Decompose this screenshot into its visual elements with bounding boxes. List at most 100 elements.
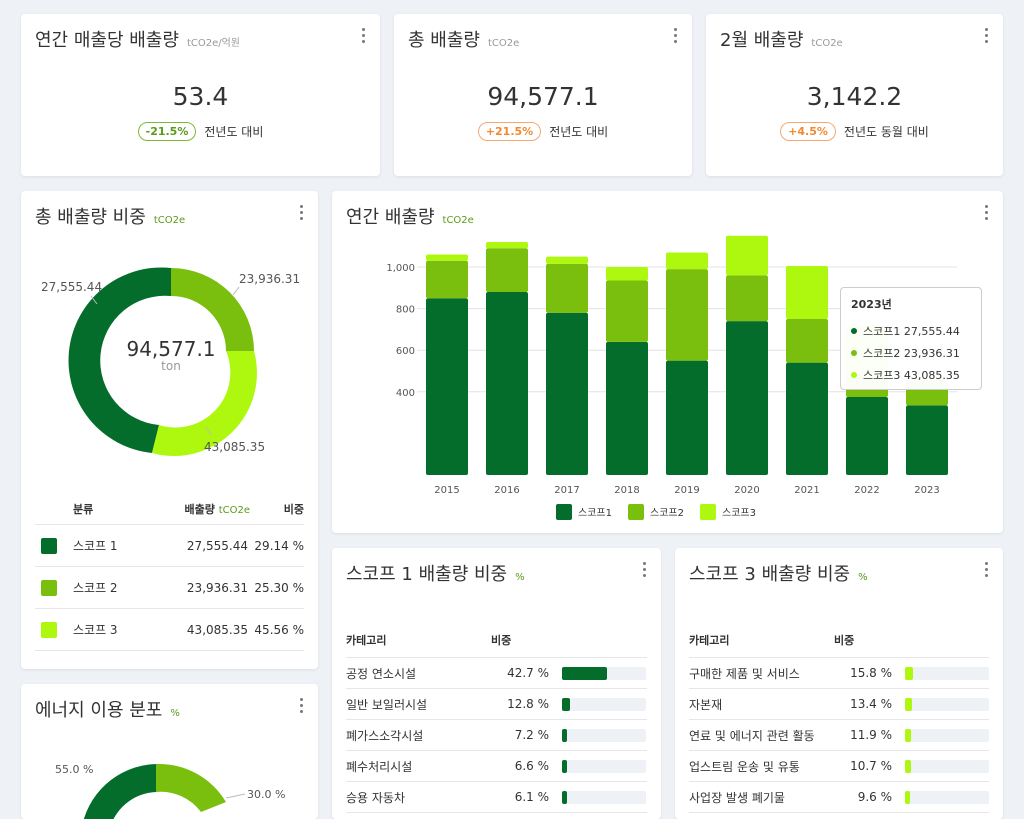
card-title: 스코프 3 배출량 비중 %	[689, 560, 868, 586]
share-bar-track	[905, 728, 989, 742]
row-category: 업스트림 운송 및 유통	[689, 759, 800, 774]
row-share: 10.7 %	[850, 759, 892, 773]
bar-2020-scope3[interactable]	[726, 235, 768, 276]
tooltip-title: 2023년	[851, 298, 892, 311]
share-bar-fill	[562, 666, 607, 680]
donut-center-value: 94,577.1	[126, 337, 215, 361]
more-options-icon[interactable]	[668, 26, 682, 44]
bar-2022-scope1[interactable]	[846, 397, 888, 475]
more-options-icon[interactable]	[637, 560, 651, 578]
bar-2018-scope2[interactable]	[606, 280, 648, 342]
more-options-icon[interactable]	[979, 203, 993, 221]
x-tick-label: 2022	[854, 485, 879, 496]
bar-2021-scope3[interactable]	[786, 265, 828, 319]
table-row: 폐가스소각시설 7.2 %	[346, 720, 647, 751]
header-share: 비중	[283, 502, 304, 516]
row-share: 29.14 %	[254, 538, 304, 553]
bar-2020-scope1[interactable]	[726, 321, 768, 475]
table-header: 카테고리 비중	[689, 623, 989, 658]
row-category: 승용 자동차	[346, 790, 406, 805]
bar-2018-scope1[interactable]	[606, 341, 648, 475]
row-value: 23,936.31	[186, 580, 248, 595]
row-value: 43,085.35	[186, 622, 248, 637]
x-tick-label: 2020	[734, 485, 759, 496]
share-bar-track	[905, 666, 989, 680]
table-row: 폐수처리시설 6.6 %	[346, 751, 647, 782]
donut-slice-scope1[interactable]	[68, 267, 171, 453]
bar-2021-scope2[interactable]	[786, 319, 828, 363]
annual-unit: tCO2e	[442, 215, 474, 226]
bar-2017-scope2[interactable]	[546, 263, 588, 313]
table-row: 일반 보일러시설 12.8 %	[346, 689, 647, 720]
more-options-icon[interactable]	[979, 560, 993, 578]
header-category: 카테고리	[346, 634, 387, 647]
bar-2016-scope1[interactable]	[486, 291, 528, 475]
bar-2021-scope1[interactable]	[786, 362, 828, 475]
x-tick-label: 2015	[434, 485, 459, 496]
share-bar-fill	[562, 728, 568, 742]
table-row: 구매한 제품 및 서비스 15.8 %	[689, 658, 989, 689]
bar-2019-scope1[interactable]	[666, 360, 708, 475]
bar-2016-scope3[interactable]	[486, 242, 528, 249]
share-table: 분류 배출량 tCO2e 비중 스코프 1 27,555.44 29.14 % …	[35, 493, 304, 651]
bar-2020-scope2[interactable]	[726, 275, 768, 322]
swatch-scope1	[41, 537, 57, 554]
row-name: 스코프 3	[73, 623, 118, 637]
donut-label-scope3: 43,085.35	[204, 440, 265, 454]
donut-slice-scope2[interactable]	[171, 268, 254, 351]
share-bar-track	[562, 759, 646, 773]
kpi-unit: tCO2e/억원	[186, 38, 240, 49]
x-tick-label: 2019	[674, 485, 699, 496]
kpi-title: 2월 배출량	[720, 30, 804, 51]
more-options-icon[interactable]	[979, 26, 993, 44]
donut-slice-55[interactable]	[81, 764, 156, 819]
row-share: 25.30 %	[254, 580, 304, 595]
x-tick-label: 2023	[914, 485, 939, 496]
bar-2019-scope3[interactable]	[666, 252, 708, 270]
bar-2019-scope2[interactable]	[666, 269, 708, 361]
tooltip-dot-scope3	[851, 372, 857, 378]
donut-label-scope1: 27,555.44	[41, 280, 102, 294]
bar-2018-scope3[interactable]	[606, 267, 648, 281]
legend-swatch-scope3[interactable]	[700, 504, 716, 520]
scope3-table: 카테고리 비중 구매한 제품 및 서비스 15.8 % 자본재 13.4 % 연료 및 …	[689, 623, 989, 813]
energy-donut-chart: 55.0 % 30.0 %	[55, 763, 285, 819]
share-bar-track	[905, 697, 989, 711]
table-row: 공정 연소시설 42.7 %	[346, 658, 647, 689]
tooltip-row: 스코프1 27,555.44	[863, 325, 960, 338]
legend-swatch-scope1[interactable]	[556, 504, 572, 520]
legend-label: 스코프2	[650, 507, 684, 519]
compare-label: 전년도 동월 대비	[843, 125, 929, 139]
row-share: 6.6 %	[514, 759, 549, 773]
kpi-card-month: 2월 배출량 tCO2e 3,142.2 +4.5% 전년도 동월 대비	[706, 14, 1003, 176]
energy-distribution-card: 에너지 이용 분포 % 55.0 % 30.0 %	[21, 684, 318, 819]
kpi-unit: tCO2e	[811, 38, 843, 49]
kpi-value: 53.4	[172, 82, 229, 111]
row-category: 일반 보일러시설	[346, 697, 428, 712]
table-row: 스코프 2 23,936.31 25.30 %	[35, 567, 304, 609]
bar-2015-scope2[interactable]	[426, 260, 468, 299]
row-category: 공정 연소시설	[346, 666, 417, 681]
more-options-icon[interactable]	[294, 696, 308, 714]
bar-2017-scope1[interactable]	[546, 312, 588, 475]
share-bar-track	[562, 790, 646, 804]
card-title: 2월 배출량 tCO2e	[720, 26, 843, 52]
x-tick-label: 2018	[614, 485, 639, 496]
table-row: 승용 자동차 6.1 %	[346, 782, 647, 813]
header-category: 분류	[73, 502, 94, 516]
bar-2017-scope3[interactable]	[546, 256, 588, 264]
legend-swatch-scope2[interactable]	[628, 504, 644, 520]
header-emission: 배출량	[184, 502, 215, 516]
bar-2023-scope1[interactable]	[906, 405, 948, 475]
more-options-icon[interactable]	[294, 203, 308, 221]
donut-slice-30[interactable]	[156, 763, 226, 812]
header-category: 카테고리	[689, 634, 730, 647]
bar-2015-scope3[interactable]	[426, 254, 468, 261]
x-tick-label: 2021	[794, 485, 819, 496]
more-options-icon[interactable]	[356, 26, 370, 44]
legend-label: 스코프1	[578, 507, 612, 519]
donut-slice-scope3[interactable]	[152, 351, 257, 456]
legend-label: 스코프3	[722, 507, 756, 519]
bar-2015-scope1[interactable]	[426, 298, 468, 475]
bar-2016-scope2[interactable]	[486, 248, 528, 292]
